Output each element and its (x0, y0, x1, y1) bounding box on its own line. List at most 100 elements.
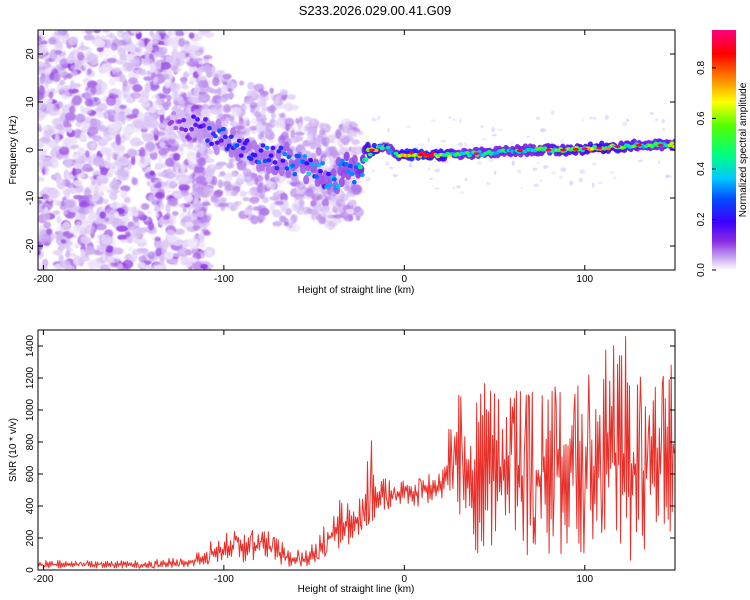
spectrogram-cell (214, 140, 220, 145)
spectrogram-cell (270, 92, 275, 101)
spectrogram-cell (124, 253, 133, 260)
spectrogram-cell (38, 151, 46, 161)
spectrogram-cell (250, 186, 259, 195)
x-tick-label: 0 (402, 574, 408, 585)
spectrogram-cell (71, 153, 80, 160)
spectrogram-cell (298, 205, 305, 211)
spectrogram-cell (294, 193, 305, 201)
spectrogram-cell (130, 30, 142, 34)
spectrogram-cell (181, 118, 187, 123)
spectrogram-cell (274, 96, 280, 106)
spectrogram-cell (180, 190, 190, 197)
spectrogram-cell (578, 177, 584, 183)
spectrogram-cell (332, 217, 343, 224)
spectrogram-cell (128, 43, 137, 54)
spectrogram-cell (191, 33, 203, 42)
spectrogram-cell (671, 144, 675, 149)
spectrogram-cell (343, 161, 349, 167)
spectrogram-cell (260, 91, 268, 98)
spectrogram-cell (97, 138, 108, 147)
spectrogram-cell (185, 93, 190, 98)
spectrogram-cell (175, 30, 183, 35)
spectrogram-cell (168, 36, 180, 46)
spectrogram-cell (550, 110, 555, 115)
spectrogram-cell (321, 198, 330, 208)
spectrogram-cell (217, 179, 224, 189)
spectrogram-cell (218, 138, 224, 143)
spectrogram-cell (65, 249, 71, 260)
snr-y-ticks: 0 200 400 600 800 1000 1200 1400 (25, 334, 675, 573)
spectrogram-cell (285, 168, 292, 179)
spectrogram-cell (318, 216, 326, 225)
spectrogram-cell (107, 128, 118, 140)
spectrogram-cell (295, 183, 305, 190)
spectrogram-cell (173, 125, 179, 131)
spectrogram-cell (187, 154, 197, 166)
spectrogram-cell (86, 67, 92, 76)
spectrogram-cell (119, 104, 127, 109)
spectrogram-cell (59, 58, 69, 68)
spectrogram-cell (540, 128, 547, 133)
spectrogram-cell (351, 154, 358, 165)
spectrogram-cell (488, 159, 494, 163)
spectrogram-cell (154, 236, 161, 242)
spectrogram-cell (38, 35, 43, 42)
y-tick-label: 0 (25, 567, 36, 573)
spectrogram-cell (240, 146, 246, 151)
spectrogram-cell (319, 122, 325, 132)
spectrogram-cell (104, 217, 110, 222)
spectrogram-cell (464, 177, 468, 182)
spectrogram-cell (48, 91, 54, 99)
spectrogram-cell (612, 176, 617, 180)
spectrogram-cell (96, 110, 104, 118)
spectrogram-cell (89, 142, 96, 149)
spectrogram-cell (249, 196, 260, 204)
spectrogram-cell (103, 157, 111, 165)
spectrogram-cell (38, 261, 42, 270)
spectrogram-cell (353, 149, 359, 152)
spectrogram-cell (272, 209, 283, 218)
spectrogram-y-ticks: 20 10 0 -10 -20 (25, 48, 675, 253)
spectrogram-cell (180, 76, 188, 83)
spectrogram-cell (303, 174, 310, 185)
spectrogram-cell (52, 123, 57, 133)
spectrogram-cell (251, 117, 257, 124)
spectrogram-cell (661, 128, 666, 131)
spectrogram-cell (167, 144, 179, 152)
spectrogram-cell (140, 102, 150, 108)
spectrogram-cell (452, 118, 457, 121)
y-tick-label: 1400 (25, 334, 36, 357)
spectrogram-cell (266, 157, 272, 163)
spectrogram-cell (355, 180, 362, 184)
spectrogram-cell (120, 134, 126, 144)
spectrogram-cell (143, 156, 152, 166)
spectrogram-cell (280, 158, 286, 163)
spectrogram-cell (162, 73, 170, 80)
spectrogram-cell (290, 129, 295, 139)
spectrogram-cell (177, 119, 183, 124)
spectrogram-cell (148, 114, 159, 121)
spectrogram-cell (666, 174, 672, 178)
spectrogram-cell (256, 183, 264, 194)
spectrogram-cell (91, 179, 97, 186)
spectrogram-cell (125, 84, 131, 94)
spectrogram-cell (117, 155, 128, 163)
spectrogram-cell (67, 36, 79, 46)
spectrogram-cell (59, 79, 66, 86)
spectrogram-cell (230, 204, 235, 211)
spectrogram-cell (459, 191, 465, 194)
spectrogram-cell (228, 134, 234, 139)
spectrogram-cell (225, 93, 235, 98)
spectrogram-cell (172, 58, 185, 67)
spectrogram-cell (271, 112, 276, 120)
spectrogram-cell (139, 147, 146, 159)
spectrogram-cell (179, 126, 185, 131)
spectrogram-cell (210, 194, 215, 200)
colorbar-gradient (712, 30, 736, 270)
spectrogram-cell (303, 116, 312, 122)
snr-series-line (38, 336, 675, 569)
spectrogram-cell (63, 199, 76, 208)
spectrogram-cell (328, 156, 335, 167)
spectrogram-cell (192, 57, 203, 62)
spectrogram-cell (99, 205, 106, 213)
